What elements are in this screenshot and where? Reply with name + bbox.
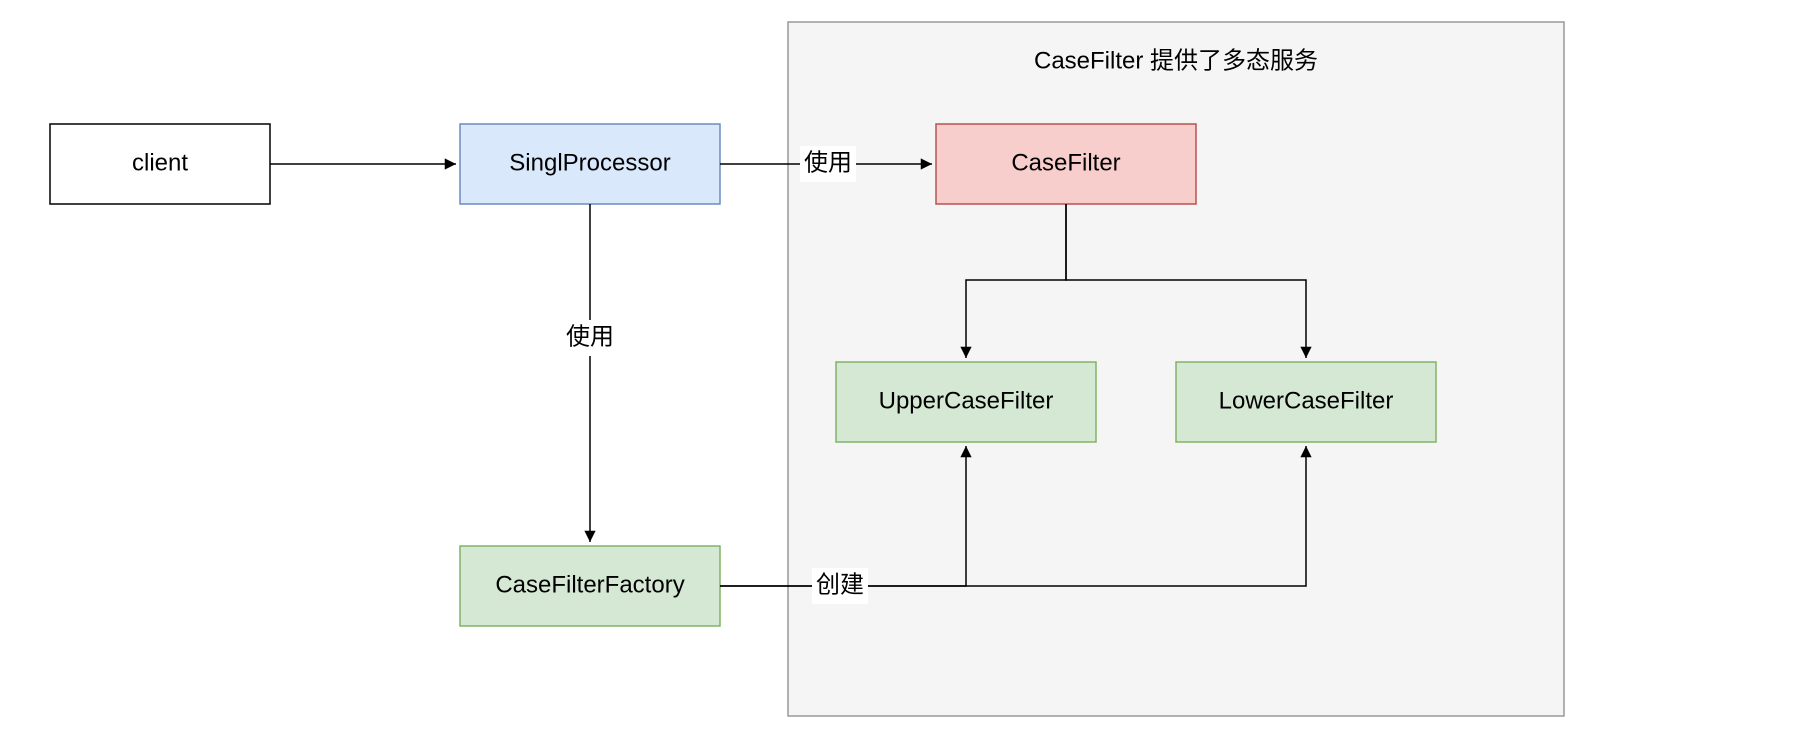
container-title: CaseFilter 提供了多态服务 (1034, 47, 1318, 74)
node-processor: SinglProcessor (460, 124, 720, 204)
node-client: client (50, 124, 270, 204)
svg-text:UpperCaseFilter: UpperCaseFilter (879, 387, 1054, 414)
node-casefilter: CaseFilter (936, 124, 1196, 204)
node-upper: UpperCaseFilter (836, 362, 1096, 442)
svg-text:SinglProcessor: SinglProcessor (509, 149, 670, 176)
node-lower: LowerCaseFilter (1176, 362, 1436, 442)
svg-text:LowerCaseFilter: LowerCaseFilter (1219, 387, 1394, 414)
edge-label-use2: 使用 (566, 323, 614, 350)
edge-label-use1: 使用 (804, 149, 852, 176)
svg-text:CaseFilterFactory: CaseFilterFactory (495, 571, 684, 598)
svg-text:CaseFilter: CaseFilter (1011, 149, 1120, 176)
node-factory: CaseFilterFactory (460, 546, 720, 626)
edge-label-create: 创建 (816, 571, 864, 598)
svg-text:client: client (132, 149, 188, 176)
